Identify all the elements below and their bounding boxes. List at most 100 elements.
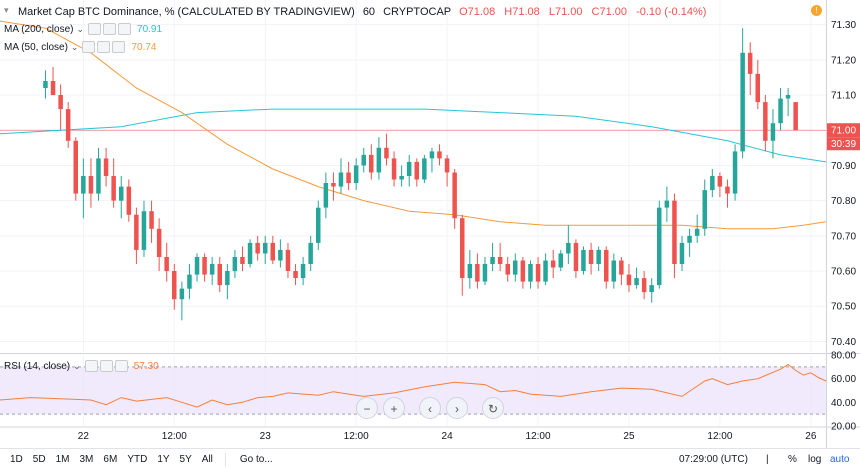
candle-body bbox=[103, 158, 109, 176]
candle-body bbox=[225, 271, 230, 286]
timeframe-all[interactable]: All bbox=[201, 454, 213, 465]
eye-icon[interactable] bbox=[88, 23, 102, 35]
time-tick-label: 24 bbox=[442, 431, 454, 442]
timeframe-3m[interactable]: 3M bbox=[79, 454, 94, 465]
candle-body bbox=[710, 176, 715, 191]
eye-icon[interactable] bbox=[82, 41, 96, 53]
candle-body bbox=[65, 109, 71, 141]
indicator-rsi-label: RSI (14, close) bbox=[4, 360, 71, 372]
timeframe-6m[interactable]: 6M bbox=[103, 454, 118, 465]
candle-body bbox=[528, 264, 533, 282]
indicator-ma50[interactable]: MA (50, close) ⌄ 70.74 bbox=[0, 40, 157, 54]
candle-body bbox=[346, 172, 351, 184]
timeframe-ytd[interactable]: YTD bbox=[127, 454, 148, 465]
divider bbox=[224, 452, 226, 467]
indicator-ma200[interactable]: MA (200, close) ⌄ 70.91 bbox=[0, 22, 162, 36]
candle-body bbox=[581, 249, 586, 271]
indicator-ma200-label: MA (200, close) bbox=[4, 23, 74, 35]
candle-body bbox=[331, 183, 336, 187]
candle-body bbox=[73, 140, 78, 194]
time-tick-label: 26 bbox=[805, 431, 817, 442]
candle-body bbox=[793, 102, 798, 131]
log-toggle[interactable]: log bbox=[808, 454, 822, 465]
candle-body bbox=[657, 207, 662, 286]
timeframe-5d[interactable]: 5D bbox=[32, 454, 46, 465]
settings-icon[interactable] bbox=[97, 41, 111, 53]
candle-body bbox=[300, 264, 306, 279]
candle-body bbox=[58, 95, 63, 110]
divider: | bbox=[766, 454, 769, 465]
scroll-right-button[interactable]: › bbox=[446, 397, 468, 419]
chevron-down-icon[interactable]: ⌄ bbox=[76, 23, 85, 34]
candle-body bbox=[164, 257, 169, 272]
candle-body bbox=[50, 81, 56, 96]
reset-chart-button[interactable]: ↻ bbox=[482, 397, 504, 419]
goto-button[interactable]: Go to... bbox=[239, 454, 273, 465]
candle-body bbox=[747, 52, 753, 74]
settings-icon[interactable] bbox=[99, 360, 113, 372]
timeframe-1m[interactable]: 1M bbox=[55, 454, 70, 465]
rsi-tick-label: 20.00 bbox=[831, 422, 856, 433]
candle-body bbox=[88, 176, 94, 194]
timeframe-1y[interactable]: 1Y bbox=[157, 454, 170, 465]
bottom-toolbar: 1D 5D 1M 3M 6M YTD 1Y 5Y All Go to... 07… bbox=[0, 448, 860, 470]
candle-body bbox=[240, 257, 245, 264]
candle-body bbox=[202, 257, 207, 275]
rsi-line bbox=[0, 363, 827, 408]
timeframe-5y[interactable]: 5Y bbox=[179, 454, 192, 465]
indicator-ma50-label: MA (50, close) bbox=[4, 41, 68, 53]
time-tick-label: 12:00 bbox=[526, 431, 551, 442]
settings-icon[interactable] bbox=[103, 23, 117, 35]
rsi-tick-label: 60.00 bbox=[831, 374, 856, 385]
candle-body bbox=[285, 249, 291, 271]
last-price-tag bbox=[827, 123, 860, 138]
zoom-out-button[interactable]: − bbox=[356, 397, 378, 419]
zoom-in-button[interactable]: + bbox=[383, 397, 405, 419]
indicator-rsi[interactable]: RSI (14, close) ⌄ 57.30 bbox=[0, 359, 159, 373]
candle-body bbox=[187, 274, 192, 289]
time-tick-label: 12:00 bbox=[162, 431, 187, 442]
close-icon[interactable] bbox=[114, 360, 128, 372]
time-tick-label: 23 bbox=[260, 431, 272, 442]
candle-body bbox=[785, 95, 791, 99]
close-icon[interactable] bbox=[112, 41, 126, 53]
time-tick-label: 12:00 bbox=[707, 431, 732, 442]
candle-body bbox=[717, 176, 723, 187]
time-tick-label: 22 bbox=[78, 431, 90, 442]
candle-body bbox=[702, 190, 707, 229]
chevron-down-icon[interactable]: ⌄ bbox=[70, 41, 79, 52]
percent-toggle[interactable]: % bbox=[788, 454, 797, 465]
eye-icon[interactable] bbox=[84, 360, 98, 372]
price-tick-label: 70.50 bbox=[831, 302, 856, 313]
candle-body bbox=[535, 264, 541, 282]
indicator-ma50-value: 70.74 bbox=[131, 41, 157, 53]
scroll-left-button[interactable]: ‹ bbox=[419, 397, 441, 419]
candle-body bbox=[763, 102, 768, 141]
rsi-tick-label: 80.00 bbox=[831, 351, 856, 362]
price-tick-label: 70.70 bbox=[831, 231, 856, 242]
candle-body bbox=[156, 228, 162, 257]
candle-body bbox=[126, 186, 132, 215]
candle-body bbox=[755, 73, 760, 103]
chevron-down-icon[interactable]: ⌄ bbox=[73, 360, 81, 371]
candle-body bbox=[573, 242, 579, 272]
clock[interactable]: 07:29:00 (UTC) bbox=[679, 454, 748, 465]
info-icon[interactable]: ! bbox=[811, 5, 822, 16]
candle-body bbox=[520, 260, 526, 282]
symbol-title: Market Cap BTC Dominance, % (CALCULATED … bbox=[18, 6, 355, 18]
candle-body bbox=[437, 151, 442, 159]
candle-body bbox=[641, 278, 647, 293]
candle-body bbox=[596, 249, 601, 264]
auto-toggle[interactable]: auto bbox=[830, 454, 850, 465]
collapse-legend-icon[interactable]: ▾ bbox=[4, 5, 9, 15]
timeframe-1d[interactable]: 1D bbox=[10, 454, 23, 465]
candle-body bbox=[543, 260, 548, 282]
close-icon[interactable] bbox=[118, 23, 132, 35]
candle-body bbox=[369, 154, 374, 173]
candle-body bbox=[270, 242, 275, 261]
candle-body bbox=[444, 158, 450, 173]
price-tick-label: 70.90 bbox=[831, 161, 856, 172]
candle-body bbox=[619, 260, 624, 275]
candle-body bbox=[566, 242, 571, 254]
